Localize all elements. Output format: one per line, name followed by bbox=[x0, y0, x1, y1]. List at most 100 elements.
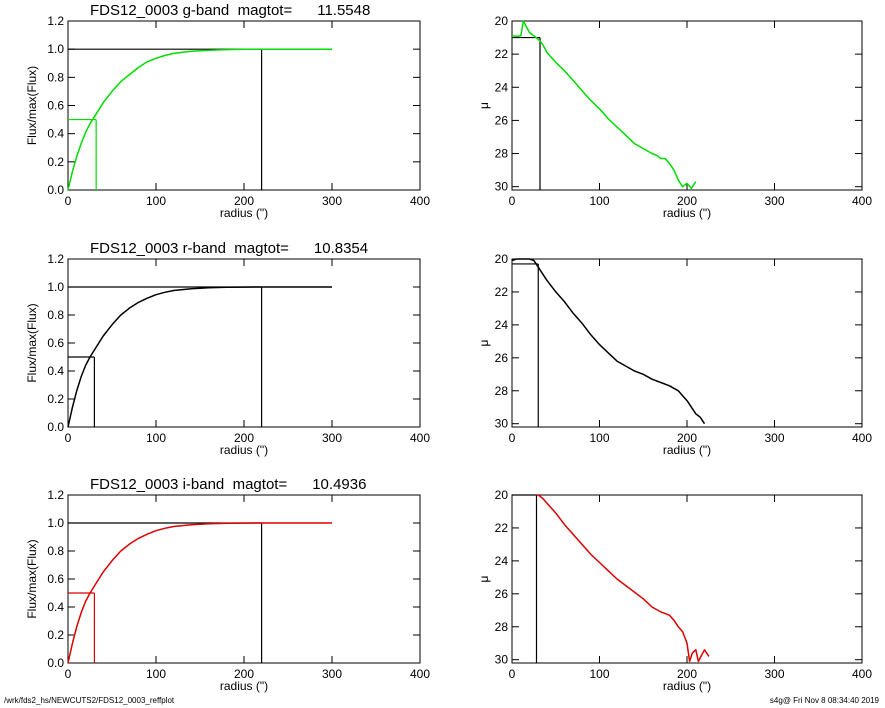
plot-frame bbox=[511, 20, 863, 191]
y-tick-label: 20 bbox=[495, 488, 509, 502]
y-tick-label: 0.2 bbox=[47, 392, 64, 406]
y-tick-label: 0.0 bbox=[47, 183, 64, 197]
y-tick-label: 28 bbox=[495, 147, 509, 161]
y-tick-label: 30 bbox=[495, 180, 509, 194]
y-tick-label: 28 bbox=[495, 384, 509, 398]
y-tick-label: 1.0 bbox=[47, 280, 64, 294]
x-tick-label: 0 bbox=[65, 431, 72, 445]
y-tick-label: 1.0 bbox=[47, 42, 64, 56]
x-axis-label: radius (") bbox=[663, 679, 711, 693]
chart-title: FDS12_0003 g-band magtot= 11.5548 bbox=[90, 2, 370, 19]
y-tick-label: 0.4 bbox=[47, 600, 64, 614]
y-tick-label: 1.0 bbox=[47, 516, 64, 530]
x-tick-label: 400 bbox=[410, 431, 430, 445]
x-tick-label: 300 bbox=[322, 667, 342, 681]
x-tick-label: 0 bbox=[65, 667, 72, 681]
y-tick-label: 0.4 bbox=[47, 127, 64, 141]
x-axis-label: radius (") bbox=[220, 206, 268, 220]
y-tick-label: 0.8 bbox=[47, 308, 64, 322]
footer-file-path: /wrk/fds2_hs/NEWCUTS2/FDS12_0003_reffplo… bbox=[4, 696, 175, 705]
x-axis-label: radius (") bbox=[220, 443, 268, 457]
x-tick-label: 100 bbox=[589, 431, 609, 445]
chart-panel-1: 0 100 200 300 400 0.0 0.2 0.4 0.6 0.8 1.0 1.2 radius… bbox=[25, 2, 430, 220]
y-tick-label: 22 bbox=[495, 47, 509, 61]
growth-curve-line bbox=[67, 286, 332, 428]
x-tick-label: 300 bbox=[322, 431, 342, 445]
x-axis-label: radius (") bbox=[220, 679, 268, 693]
y-tick-label: 30 bbox=[495, 417, 509, 431]
y-axis-label: Flux/max(Flux) bbox=[25, 539, 39, 618]
x-tick-label: 400 bbox=[852, 431, 872, 445]
x-axis-label: radius (") bbox=[663, 443, 711, 457]
y-tick-label: 26 bbox=[495, 113, 509, 127]
y-tick-label: 1.2 bbox=[47, 488, 64, 502]
x-tick-label: 200 bbox=[677, 194, 697, 208]
x-tick-label: 100 bbox=[146, 667, 166, 681]
y-tick-label: 24 bbox=[495, 318, 509, 332]
growth-curve-line bbox=[67, 522, 332, 664]
chart-panel-5: 0 100 200 300 400 0.0 0.2 0.4 0.6 0.8 1.0 1.2 radius… bbox=[25, 476, 430, 693]
y-tick-label: 0.8 bbox=[47, 70, 64, 84]
x-tick-label: 300 bbox=[764, 431, 784, 445]
y-tick-label: 26 bbox=[495, 587, 509, 601]
x-tick-label: 200 bbox=[677, 431, 697, 445]
plot-frame bbox=[67, 20, 421, 191]
surface-brightness-line bbox=[511, 258, 706, 425]
y-tick-label: 30 bbox=[495, 653, 509, 667]
x-tick-label: 200 bbox=[234, 194, 254, 208]
x-tick-label: 200 bbox=[234, 431, 254, 445]
y-tick-label: 0.0 bbox=[47, 420, 64, 434]
x-tick-label: 200 bbox=[677, 667, 697, 681]
x-tick-label: 200 bbox=[234, 667, 254, 681]
plot-frame bbox=[511, 494, 863, 664]
y-tick-label: 28 bbox=[495, 620, 509, 634]
x-tick-label: 400 bbox=[410, 667, 430, 681]
y-axis-label: μ bbox=[477, 575, 491, 582]
y-tick-label: 0.2 bbox=[47, 155, 64, 169]
x-tick-label: 300 bbox=[764, 667, 784, 681]
growth-curve-line bbox=[67, 48, 332, 191]
chart-panel-3: 0 100 200 300 400 0.0 0.2 0.4 0.6 0.8 1.0 1.2 radius… bbox=[25, 240, 430, 457]
x-tick-label: 0 bbox=[509, 194, 516, 208]
chart-title: FDS12_0003 r-band magtot= 10.8354 bbox=[90, 240, 368, 257]
x-tick-label: 100 bbox=[589, 667, 609, 681]
y-tick-label: 0.2 bbox=[47, 628, 64, 642]
y-tick-label: 1.2 bbox=[47, 14, 64, 28]
y-axis-label: Flux/max(Flux) bbox=[25, 66, 39, 145]
x-tick-label: 400 bbox=[852, 194, 872, 208]
surface-brightness-line bbox=[536, 494, 710, 663]
x-tick-label: 400 bbox=[410, 194, 430, 208]
y-tick-label: 0.6 bbox=[47, 572, 64, 586]
plot-frame bbox=[67, 258, 421, 428]
y-tick-label: 24 bbox=[495, 554, 509, 568]
x-tick-label: 100 bbox=[146, 431, 166, 445]
y-tick-label: 20 bbox=[495, 252, 509, 266]
y-tick-label: 22 bbox=[495, 285, 509, 299]
x-tick-label: 300 bbox=[322, 194, 342, 208]
plot-frame bbox=[67, 494, 421, 664]
y-tick-label: 20 bbox=[495, 14, 509, 28]
x-tick-label: 0 bbox=[65, 194, 72, 208]
chart-panel-4: 0 100 200 300 400 20 22 24 26 28 30 radius (") μ bbox=[477, 252, 872, 457]
y-tick-label: 0.8 bbox=[47, 544, 64, 558]
y-tick-label: 24 bbox=[495, 80, 509, 94]
chart-panel-2: 0 100 200 300 400 20 22 24 26 28 30 radius (") μ bbox=[477, 14, 872, 220]
surface-brightness-line bbox=[511, 20, 697, 190]
y-axis-label: μ bbox=[477, 339, 491, 346]
x-tick-label: 0 bbox=[509, 667, 516, 681]
footer-timestamp: s4g@ Fri Nov 8 08:34:40 2019 bbox=[769, 696, 879, 705]
x-axis-label: radius (") bbox=[663, 206, 711, 220]
y-tick-label: 0.4 bbox=[47, 364, 64, 378]
chart-panel-6: 0 100 200 300 400 20 22 24 26 28 30 radius (") μ bbox=[477, 488, 872, 693]
x-tick-label: 100 bbox=[589, 194, 609, 208]
y-tick-label: 26 bbox=[495, 351, 509, 365]
x-tick-label: 0 bbox=[509, 431, 516, 445]
y-tick-label: 0.0 bbox=[47, 656, 64, 670]
x-tick-label: 300 bbox=[764, 194, 784, 208]
y-axis-label: Flux/max(Flux) bbox=[25, 303, 39, 382]
y-tick-label: 1.2 bbox=[47, 252, 64, 266]
y-tick-label: 22 bbox=[495, 521, 509, 535]
x-tick-label: 400 bbox=[852, 667, 872, 681]
x-tick-label: 100 bbox=[146, 194, 166, 208]
